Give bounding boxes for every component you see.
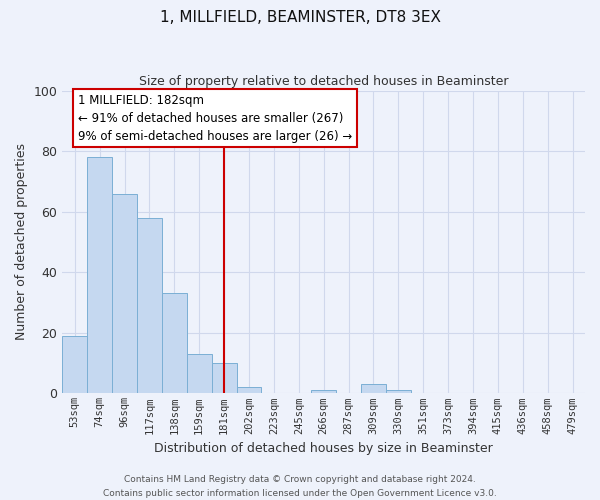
Bar — [311, 390, 336, 394]
Bar — [112, 194, 137, 394]
Bar — [137, 218, 162, 394]
Bar — [162, 294, 187, 394]
Bar — [386, 390, 411, 394]
Title: Size of property relative to detached houses in Beaminster: Size of property relative to detached ho… — [139, 75, 508, 88]
Text: Contains HM Land Registry data © Crown copyright and database right 2024.
Contai: Contains HM Land Registry data © Crown c… — [103, 476, 497, 498]
Y-axis label: Number of detached properties: Number of detached properties — [15, 144, 28, 340]
Bar — [87, 157, 112, 394]
X-axis label: Distribution of detached houses by size in Beaminster: Distribution of detached houses by size … — [154, 442, 493, 455]
Bar — [62, 336, 87, 394]
Bar — [187, 354, 212, 394]
Bar — [236, 388, 262, 394]
Bar — [212, 363, 236, 394]
Bar — [361, 384, 386, 394]
Text: 1, MILLFIELD, BEAMINSTER, DT8 3EX: 1, MILLFIELD, BEAMINSTER, DT8 3EX — [160, 10, 440, 25]
Text: 1 MILLFIELD: 182sqm
← 91% of detached houses are smaller (267)
9% of semi-detach: 1 MILLFIELD: 182sqm ← 91% of detached ho… — [78, 94, 352, 142]
